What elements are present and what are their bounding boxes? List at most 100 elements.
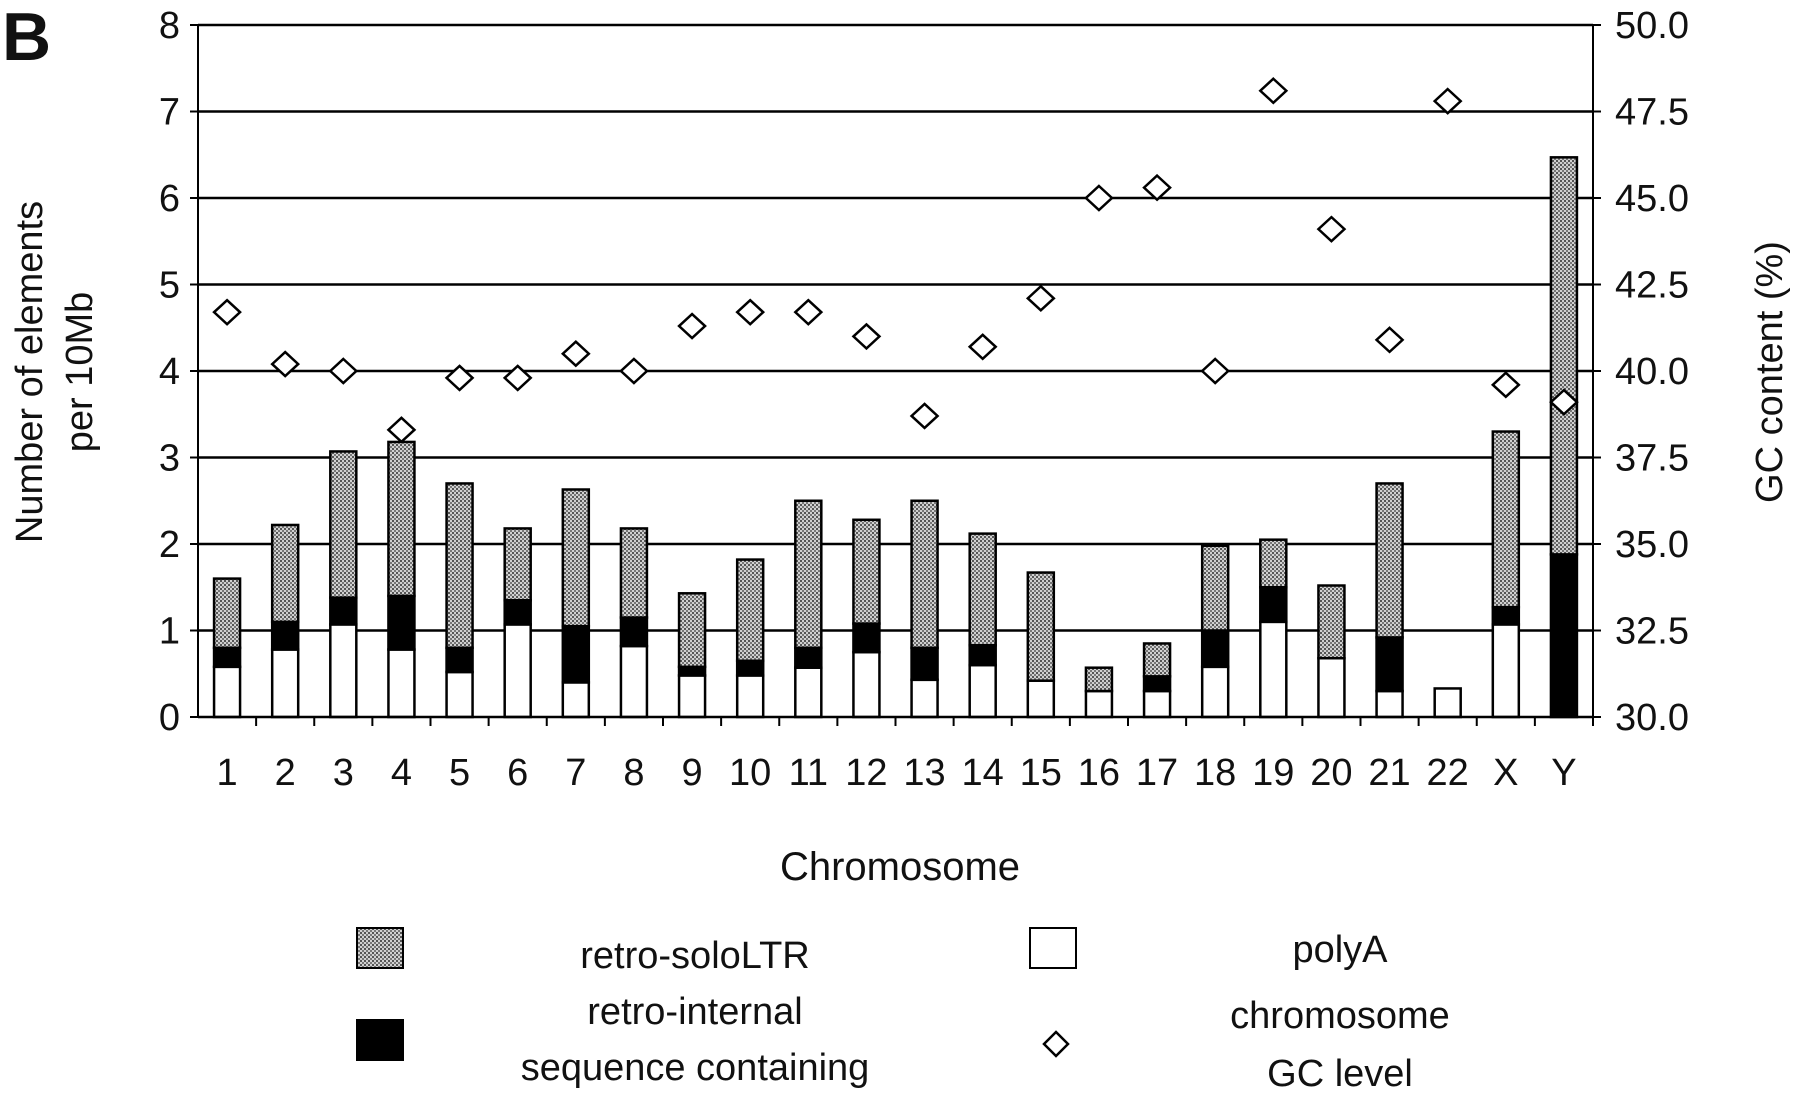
- y2-tick-label: 30.0: [1615, 697, 1689, 739]
- bar-retro-internal: [1200, 629, 1230, 669]
- x-tick-label: 7: [565, 752, 586, 794]
- bar-retro-soloLTR: [1491, 430, 1521, 609]
- bar-retro-soloLTR: [1549, 156, 1579, 556]
- x-tick-label: 9: [681, 752, 702, 794]
- bar-retro-soloLTR: [735, 558, 765, 663]
- x-tick-label: 10: [729, 752, 771, 794]
- legend-label-soloLTR: retro-soloLTR: [580, 935, 809, 977]
- bar-retro-soloLTR: [212, 577, 242, 650]
- y-tick-label: 3: [159, 438, 180, 480]
- gc-marker: [1432, 87, 1463, 115]
- y-tick-label: 4: [159, 351, 180, 393]
- legend-label-gc-2: GC level: [1267, 1053, 1413, 1095]
- y2-tick-label: 35.0: [1615, 524, 1689, 566]
- bar-retro-soloLTR: [1317, 584, 1346, 660]
- gc-marker: [619, 357, 649, 385]
- bar-retro-internal: [968, 643, 997, 667]
- gc-marker: [212, 298, 242, 326]
- bar-retro-soloLTR: [619, 527, 649, 619]
- x-tick-label: 11: [789, 752, 828, 794]
- x-tick-label: 15: [1020, 752, 1062, 794]
- x-tick-label: Y: [1551, 752, 1576, 794]
- x-tick-label: 4: [391, 752, 412, 794]
- bar-polyA: [1491, 623, 1521, 719]
- x-tick-label: 8: [623, 752, 644, 794]
- y-tick-label: 6: [159, 178, 180, 220]
- gc-markers: [212, 77, 1579, 444]
- gridlines: [198, 23, 1593, 632]
- gc-marker: [1549, 388, 1579, 416]
- bar-retro-internal: [561, 624, 591, 684]
- bar-polyA: [910, 678, 939, 719]
- y-tick-label: 1: [159, 611, 180, 653]
- y2-tick-label: 47.5: [1615, 92, 1689, 134]
- bar-polyA: [329, 623, 358, 719]
- x-axis-label: Chromosome: [780, 845, 1020, 889]
- bar-polyA: [387, 648, 416, 719]
- gc-marker: [1084, 184, 1114, 212]
- panel-label: B: [2, 0, 51, 75]
- bar-retro-internal: [329, 596, 358, 626]
- bar-retro-soloLTR: [1375, 482, 1404, 639]
- bar-retro-internal: [1375, 636, 1404, 693]
- bar-retro-internal: [1259, 586, 1288, 624]
- x-tick-label: 18: [1194, 752, 1236, 794]
- legend-label-internal-2: sequence containing: [521, 1047, 870, 1089]
- bar-retro-soloLTR: [677, 592, 707, 669]
- bar-retro-internal: [1142, 675, 1172, 693]
- y2-tick-label: 42.5: [1615, 265, 1689, 307]
- gc-marker: [967, 333, 998, 361]
- x-tick-label: 20: [1310, 752, 1352, 794]
- bar-retro-soloLTR: [445, 482, 474, 650]
- y2-axis-label: GC content (%): [1749, 241, 1791, 503]
- bar-polyA: [1317, 656, 1346, 719]
- legend-label-internal-1: retro-internal: [587, 991, 802, 1033]
- x-tick-label: 13: [903, 752, 945, 794]
- gc-marker: [328, 357, 359, 385]
- legend-label-gc-1: chromosome: [1230, 995, 1450, 1037]
- legend: retro-soloLTR retro-internal sequence co…: [356, 927, 1450, 1095]
- x-tick-label: 17: [1136, 752, 1178, 794]
- x-tick-label: X: [1493, 752, 1518, 794]
- bar-retro-soloLTR: [1084, 666, 1114, 693]
- gc-marker: [735, 298, 766, 326]
- bar-retro-internal: [1491, 605, 1521, 626]
- bar-retro-soloLTR: [910, 499, 939, 650]
- gc-marker: [793, 298, 824, 326]
- bar-polyA: [561, 681, 591, 719]
- bar-retro-soloLTR: [329, 450, 358, 599]
- gc-marker: [1490, 371, 1521, 399]
- x-tick-label: 1: [216, 752, 237, 794]
- y-tick-label: 5: [159, 265, 180, 307]
- bar-polyA: [503, 623, 532, 719]
- gc-marker: [270, 350, 301, 378]
- y-tick-label: 7: [159, 92, 180, 134]
- gc-marker: [502, 364, 533, 392]
- bar-retro-internal: [212, 646, 242, 669]
- bar-polyA: [212, 665, 242, 719]
- bar-retro-soloLTR: [794, 499, 823, 650]
- bar-retro-internal: [1549, 553, 1579, 719]
- bar-polyA: [968, 663, 997, 719]
- bar-polyA: [1026, 679, 1056, 719]
- y2-tick-label: 32.5: [1615, 611, 1689, 653]
- bar-retro-soloLTR: [1142, 642, 1172, 678]
- bar-retro-soloLTR: [503, 527, 532, 602]
- y-axis-label-line1: Number of elements: [9, 201, 51, 543]
- gc-marker: [1200, 357, 1231, 385]
- bar-polyA: [794, 666, 823, 719]
- bar-polyA: [445, 670, 474, 719]
- bar-retro-internal: [794, 646, 823, 669]
- x-tick-label: 5: [449, 752, 470, 794]
- bar-polyA: [1142, 689, 1172, 719]
- gc-marker: [1142, 173, 1172, 202]
- x-tick-label: 2: [275, 752, 296, 794]
- gc-marker: [444, 364, 475, 392]
- legend-diamond-icon: [1042, 1030, 1070, 1058]
- bar-polyA: [735, 674, 765, 719]
- y2-tick-label: 37.5: [1615, 438, 1689, 480]
- bar-retro-soloLTR: [270, 523, 300, 624]
- legend-swatch-polyA: [1029, 927, 1077, 969]
- y2-tick-label: 50.0: [1615, 5, 1689, 47]
